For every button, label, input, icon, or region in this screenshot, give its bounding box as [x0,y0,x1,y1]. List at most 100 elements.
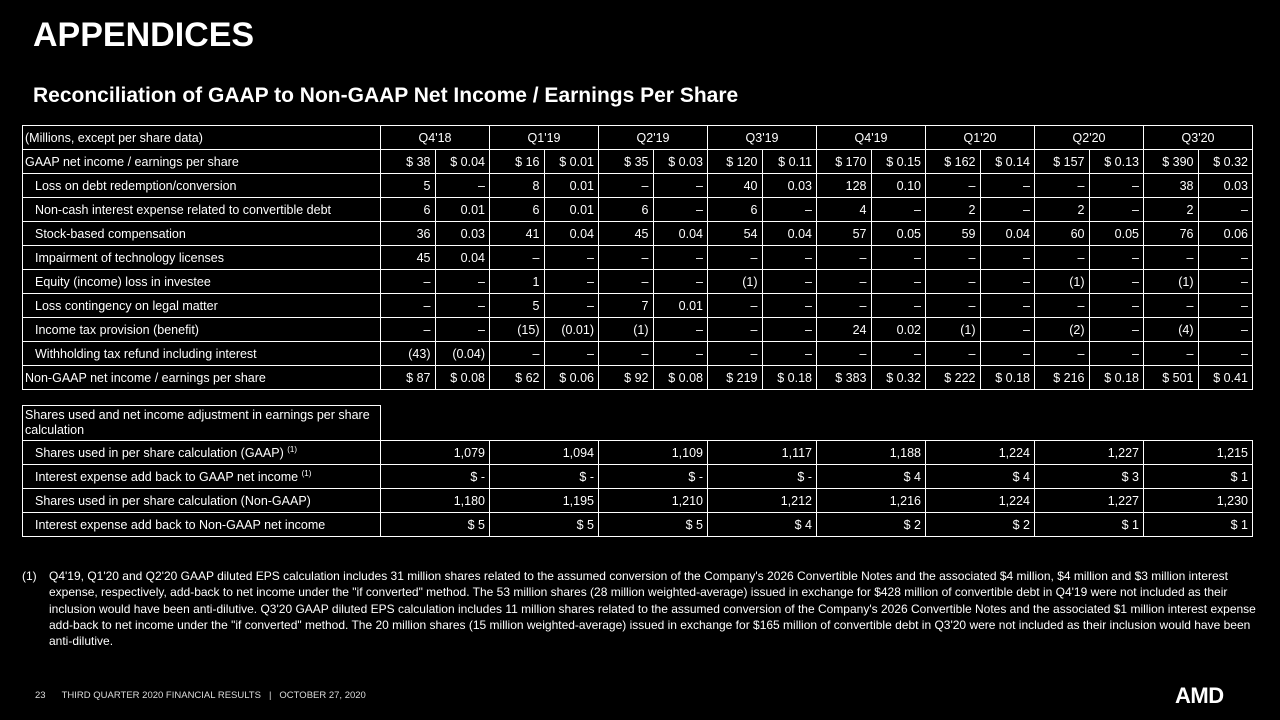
cell: $ 0.18 [1088,365,1144,390]
cell: (2) [1034,317,1090,342]
cell: $ 16 [489,149,545,174]
cell: – [652,269,708,294]
row-label-text: Interest expense add back to Non-GAAP ne… [35,517,326,532]
footer-date: OCTOBER 27, 2020 [279,690,366,701]
cell: – [816,293,872,318]
cell: (1) [1143,269,1199,294]
row-label-text: Shares used in per share calculation (GA… [35,446,284,461]
cell: 1 [489,269,545,294]
cell: (1) [707,269,763,294]
cell: $ 5 [380,512,490,537]
cell: 0.06 [1197,221,1253,246]
footnote-marker: (1) [22,569,37,583]
cell: 1,212 [707,488,817,513]
cell: – [543,269,599,294]
cell: $ - [598,464,708,489]
cell: $ 3 [1034,464,1144,489]
cell: – [489,245,545,270]
footnote-text: Q4'19, Q1'20 and Q2'20 GAAP diluted EPS … [49,569,1256,649]
table-row: Loss on debt redemption/conversion 5–8 0.0… [22,173,1253,198]
cell: – [761,341,817,366]
row-label-text: Shares used in per share calculation (No… [35,493,311,508]
table-row: Shares used in per share calculation (GA… [22,440,1253,465]
period-header: Q3'20 [1143,125,1253,150]
cell: – [1143,245,1199,270]
cell: 36 [380,221,436,246]
subtitle: Reconciliation of GAAP to Non-GAAP Net I… [33,84,739,107]
shares-table: Shares used and net income adjustment in… [22,405,1253,537]
cell: 2 [1143,197,1199,222]
cell: 1,195 [489,488,599,513]
cell: (4) [1143,317,1199,342]
cell: 0.04 [543,221,599,246]
cell: (0.01) [543,317,599,342]
title: APPENDICES [33,16,255,54]
cell: $ 383 [816,365,872,390]
cell: – [434,317,490,342]
cell: – [761,245,817,270]
cell: $ 216 [1034,365,1090,390]
cell: 76 [1143,221,1199,246]
cell: (15) [489,317,545,342]
cell: 0.04 [979,221,1035,246]
cell: – [979,269,1035,294]
cell: – [598,245,654,270]
footnote: (1) Q4'19, Q1'20 and Q2'20 GAAP diluted E… [22,568,1257,649]
cell: $ 0.18 [761,365,817,390]
row-label: Interest expense add back to GAAP net in… [22,464,381,489]
cell: 1,117 [707,440,817,465]
table-row: GAAP net income / earnings per share $ 38… [22,149,1253,174]
cell: – [1088,317,1144,342]
cell: $ 0.08 [434,365,490,390]
table-row: Shares used in per share calculation (No… [22,488,1253,513]
cell: 0.04 [652,221,708,246]
cell: 0.01 [543,197,599,222]
cell: – [870,341,926,366]
cell: 1,224 [925,440,1035,465]
row-label: Stock-based compensation [22,221,381,246]
cell: $ - [489,464,599,489]
table-row: Loss contingency on legal matter – –5–7 0.0… [22,293,1253,318]
cell: – [1088,293,1144,318]
note-ref: (1) [301,468,312,478]
page-number: 23 [35,690,46,701]
cell: (1) [598,317,654,342]
row-label: GAAP net income / earnings per share [22,149,381,174]
header-cell: (Millions, except per share data) [22,125,381,150]
cell: 1,216 [816,488,926,513]
cell: – [434,173,490,198]
cell: 6 [489,197,545,222]
cell: – [1088,173,1144,198]
cell: 1,215 [1143,440,1253,465]
cell: – [652,197,708,222]
cell: 0.04 [761,221,817,246]
row-label: Shares used in per share calculation (GA… [22,440,381,465]
cell: $ 0.13 [1088,149,1144,174]
cell: 6 [380,197,436,222]
period-header: Q4'19 [816,125,926,150]
cell: $ 4 [707,512,817,537]
cell: – [816,269,872,294]
cell: $ 92 [598,365,654,390]
section-heading: Shares used and net income adjustment in… [22,405,381,441]
cell: – [979,317,1035,342]
cell: 40 [707,173,763,198]
cell: 1,210 [598,488,708,513]
cell: $ - [707,464,817,489]
cell: $ 501 [1143,365,1199,390]
table-row: Equity (income) loss in investee – –1– – – (1… [22,269,1253,294]
cell: – [1088,341,1144,366]
cell: (43) [380,341,436,366]
row-label: Non-GAAP net income / earnings per share [22,365,381,390]
row-label: Equity (income) loss in investee [22,269,381,294]
cell: – [380,317,436,342]
cell: 60 [1034,221,1090,246]
cell: – [543,341,599,366]
cell: – [870,197,926,222]
cell: – [434,269,490,294]
table-row: Impairment of technology licenses 45 0.04–… [22,245,1253,270]
cell: $ 170 [816,149,872,174]
period-header: Q2'19 [598,125,708,150]
cell: $ 390 [1143,149,1199,174]
